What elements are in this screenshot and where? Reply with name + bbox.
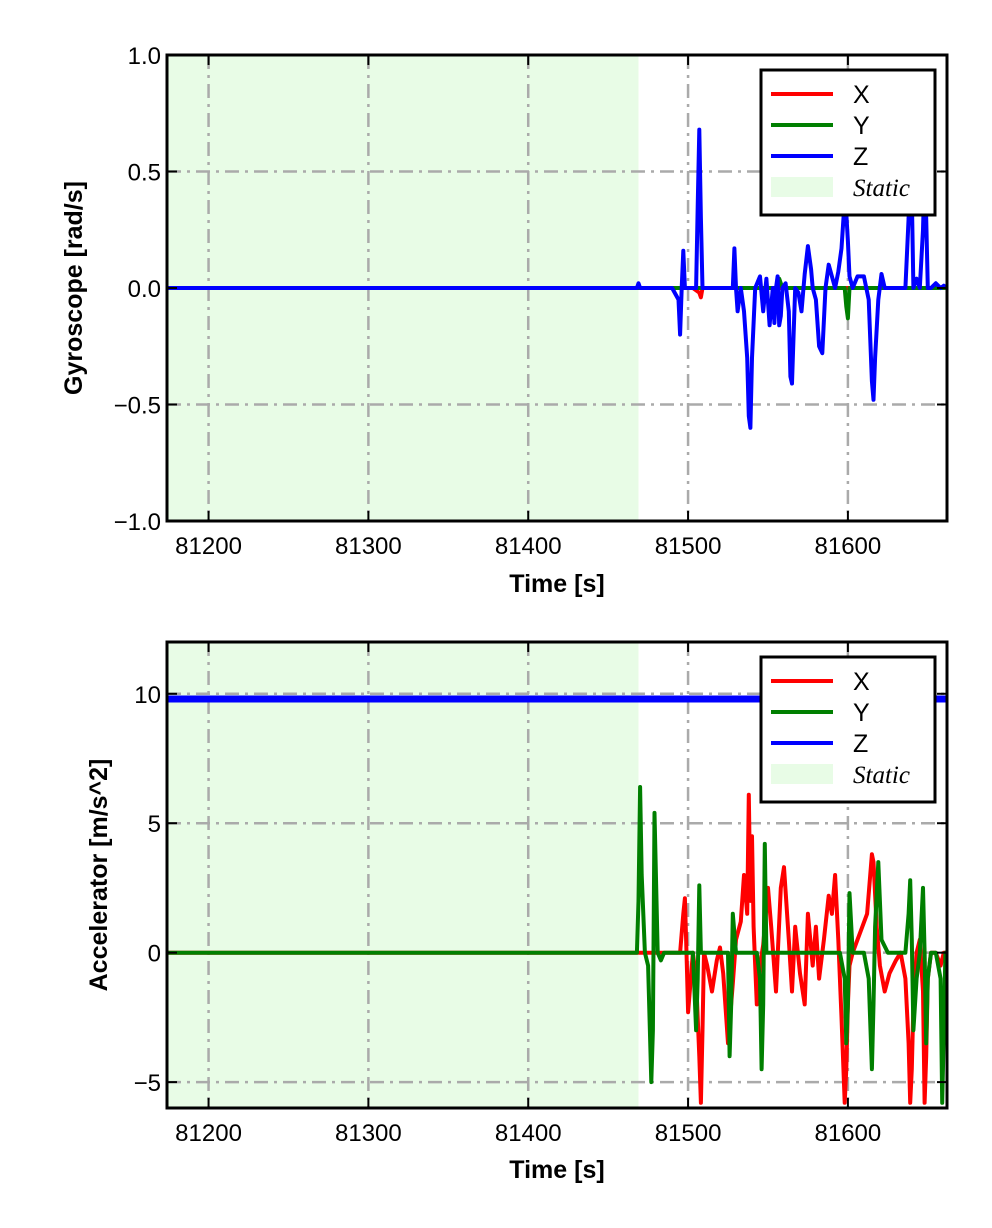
y-tick-label: 0.5 (128, 160, 161, 187)
legend-label-y: Y (853, 699, 870, 727)
ticks: 81200 81300 81400 81500 81600 −1.0 −0.5 0.0 0.5 1… (114, 43, 947, 560)
legend-label-x: X (853, 81, 870, 109)
y-tick-label: 1.0 (128, 43, 161, 70)
x-tick-label: 81600 (815, 533, 882, 560)
gyroscope-chart: 81200 81300 81400 81500 81600 −1.0 −0.5 0.0 0.5 1… (60, 43, 949, 598)
series-line-x (167, 792, 947, 1105)
legend-label-z: Z (853, 730, 868, 758)
x-tick-label: 81600 (815, 1120, 882, 1147)
legend-label-y: Y (853, 112, 870, 140)
y-axis-label: Accelerator [m/s^2] (85, 759, 113, 992)
series-line-y (167, 785, 947, 1105)
x-tick-label: 81200 (175, 533, 242, 560)
y-tick-label: −5 (134, 1070, 161, 1097)
x-tick-label: 81300 (335, 533, 402, 560)
plot-frame (165, 640, 949, 1110)
y-tick-label: 0.0 (128, 276, 161, 303)
x-tick-label: 81300 (335, 1120, 402, 1147)
x-tick-label: 81200 (175, 1120, 242, 1147)
ticks: 81200 81300 81400 81500 81600 −5 0 5 10 (134, 642, 947, 1147)
x-tick-label: 81500 (655, 1120, 722, 1147)
series-line-z (167, 111, 947, 430)
y-tick-label: 0 (148, 941, 161, 968)
x-tick-label: 81400 (495, 533, 562, 560)
y-tick-label: −0.5 (114, 393, 161, 420)
y-tick-label: 10 (134, 682, 161, 709)
x-axis-label: Time [s] (509, 570, 604, 598)
legend-label-static: Static (853, 175, 910, 202)
legend: XYZ Static (759, 68, 937, 217)
x-tick-label: 81400 (495, 1120, 562, 1147)
y-tick-label: −1.0 (114, 509, 161, 536)
y-axis-label: Gyroscope [rad/s] (60, 181, 88, 395)
series-layer (167, 111, 947, 430)
legend-label-static: Static (853, 762, 910, 789)
legend: XYZ Static (759, 655, 937, 804)
x-axis-label: Time [s] (509, 1156, 604, 1184)
legend-label-x: X (853, 668, 870, 696)
accelerometer-chart: 81200 81300 81400 81500 81600 −5 0 5 10 Time [s]… (85, 640, 949, 1184)
static-region (167, 642, 639, 1108)
legend-label-z: Z (853, 143, 868, 171)
legend-swatch-static (771, 177, 833, 197)
legend-swatch-static (771, 764, 833, 784)
x-tick-label: 81500 (655, 533, 722, 560)
y-tick-label: 5 (148, 811, 161, 838)
